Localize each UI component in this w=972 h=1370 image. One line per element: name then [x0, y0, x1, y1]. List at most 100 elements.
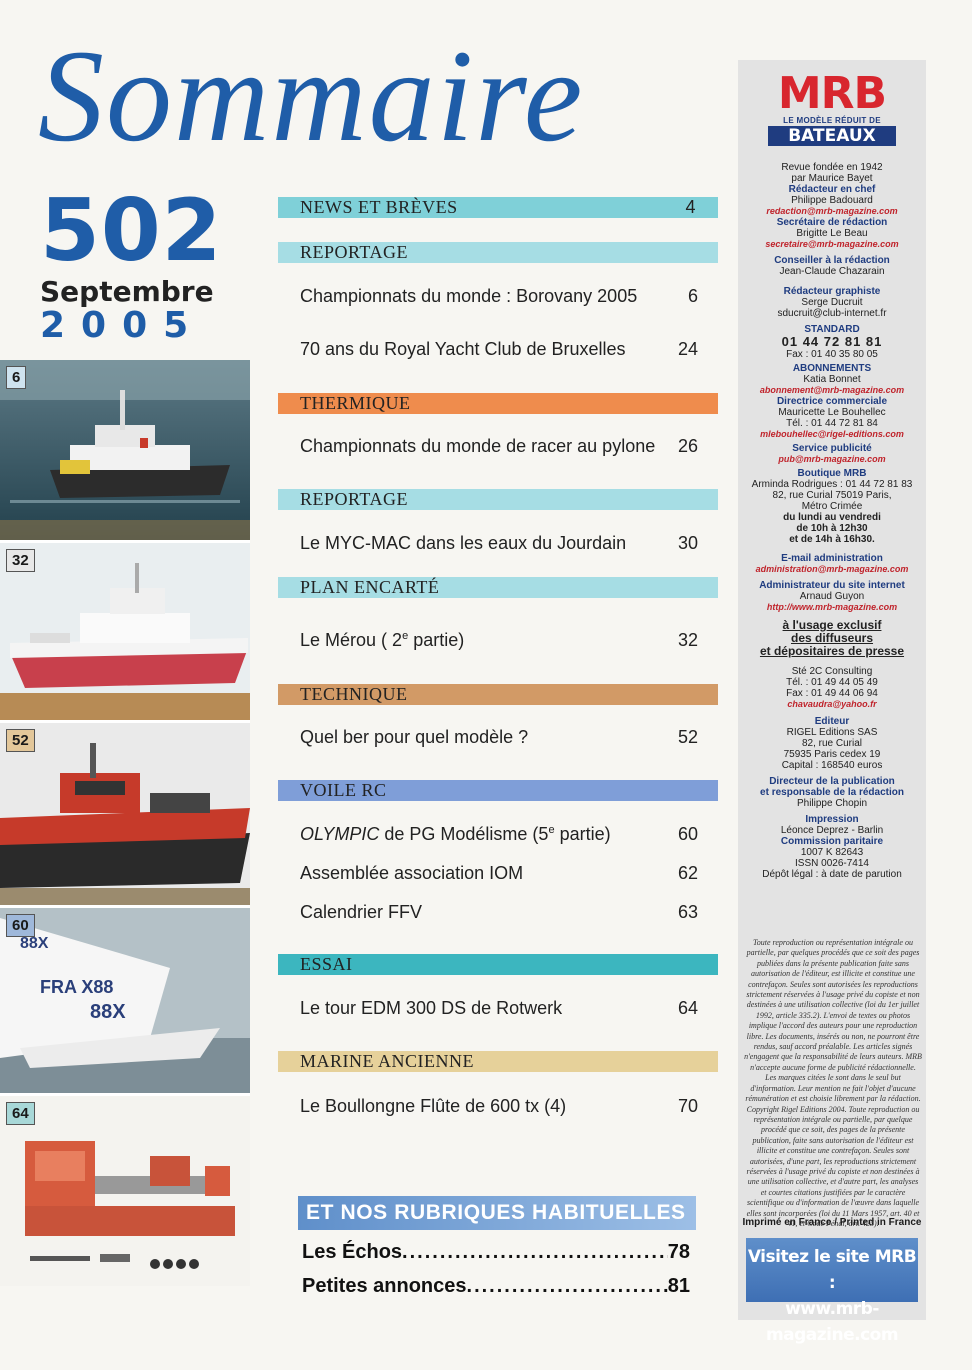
toc-entry: Calendrier FFV 63	[300, 902, 698, 923]
website-url: http://www.mrb-magazine.com	[766, 602, 898, 612]
section-title: NEWS ET BRÈVES	[300, 197, 458, 217]
fax-number: Fax : 01 40 35 80 05	[786, 349, 878, 360]
role-heading: Administrateur du site internet	[759, 580, 905, 591]
printed-in: Imprimé en France / Printed in France	[742, 1217, 922, 1228]
founded-line: par Maurice Bayet	[791, 173, 873, 184]
entry-page: 32	[677, 630, 698, 650]
entry-title: Le Mérou ( 2e partie)	[300, 630, 465, 650]
section-header-essai: ESSAI	[278, 954, 718, 975]
staff-name: Katia Bonnet	[803, 374, 861, 385]
ship-photo-image	[0, 360, 250, 540]
staff-name: Brigitte Le Beau	[796, 228, 868, 239]
toc-entry: OLYMPIC de PG Modélisme (5e partie) 60	[300, 824, 698, 845]
role-heading: Directeur de la publication	[769, 776, 895, 787]
toc-entry: Le MYC-MAC dans les eaux du Jourdain 30	[300, 533, 698, 554]
section-title: MARINE ANCIENNE	[300, 1051, 474, 1071]
logo-title: MRB	[777, 68, 887, 119]
boutique-line: de 10h à 12h30	[796, 523, 868, 534]
entry-page: 63	[677, 902, 698, 922]
page-title: Sommaire	[38, 22, 585, 169]
page-badge: 60	[6, 914, 35, 937]
publisher-line: RIGEL Editions SAS	[786, 727, 878, 738]
sail-number-3: 88X	[20, 935, 49, 952]
boutique-line: 82, rue Curial 75019 Paris,	[772, 490, 892, 501]
section-header-voile-rc: VOILE RC	[278, 780, 718, 801]
boutique-line: et de 14h à 16h30.	[789, 534, 875, 545]
rubrique-page: 78	[667, 1241, 690, 1263]
section-title: VOILE RC	[300, 780, 387, 800]
section-header-plan-encarte: PLAN ENCARTÉ	[278, 577, 718, 598]
entry-page: 26	[677, 436, 698, 456]
publisher-line: Capital : 168540 euros	[781, 760, 883, 771]
entry-page: 6	[687, 286, 698, 306]
photo-ship-borovany: 6	[0, 360, 250, 543]
entry-page: 64	[677, 998, 698, 1018]
entry-page: 60	[677, 824, 698, 844]
role-heading: Rédacteur graphiste	[783, 286, 881, 297]
tug-image	[0, 723, 250, 905]
legal-notice: Toute reproduction ou représentation int…	[744, 938, 922, 1228]
entry-title: Quel ber pour quel modèle ?	[300, 727, 529, 747]
commission-line: 1007 K 82643	[800, 847, 864, 858]
section-title: THERMIQUE	[300, 393, 411, 413]
visit-line: Visitez le site MRB :	[747, 1247, 917, 1293]
entry-title: Le Boullongne Flûte de 600 tx (4)	[300, 1096, 567, 1116]
role-heading: Directrice commerciale	[776, 396, 888, 407]
staff-email: administration@mrb-magazine.com	[755, 564, 909, 574]
toc-entry: Le tour EDM 300 DS de Rotwerk 64	[300, 998, 698, 1019]
distributor-heading: des diffuseurs	[790, 631, 874, 645]
section-header-marine-ancienne: MARINE ANCIENNE	[278, 1051, 718, 1072]
staff-email: abonnement@mrb-magazine.com	[759, 385, 905, 395]
section-page: 4	[685, 197, 696, 217]
staff-name: Serge Ducruit	[801, 297, 863, 308]
role-heading: ABONNEMENTS	[792, 363, 872, 374]
logo-subtitle: LE MODÈLE RÉDUIT DE	[783, 116, 881, 125]
entry-page: 70	[677, 1096, 698, 1116]
role-heading: et responsable de la rédaction	[760, 787, 904, 798]
commission-line: Dépôt légal : à date de parution	[762, 869, 902, 880]
commission-line: ISSN 0026-7414	[795, 858, 869, 869]
entry-title: 70 ans du Royal Yacht Club de Bruxelles	[300, 339, 626, 359]
rubrique-item: Les Échos 78	[302, 1241, 690, 1264]
entry-title: Calendrier FFV	[300, 902, 423, 922]
staff-credits: Revue fondée en 1942 par Maurice Bayet R…	[738, 162, 926, 880]
page-badge: 52	[6, 729, 35, 752]
section-header-reportage: REPORTAGE	[278, 242, 718, 263]
page-badge: 64	[6, 1102, 35, 1125]
rubrique-item: Petites annonces 81	[302, 1275, 690, 1298]
section-title: REPORTAGE	[300, 242, 408, 262]
distributor-heading: et dépositaires de presse	[759, 644, 905, 658]
photo-sailboat: FRA X88 88X 88X 60	[0, 908, 250, 1096]
toc-entry: Le Boullongne Flûte de 600 tx (4) 70	[300, 1096, 698, 1117]
entry-title: Le MYC-MAC dans les eaux du Jourdain	[300, 533, 627, 553]
staff-name: Philippe Badouard	[791, 195, 873, 206]
photo-lathe: 64	[0, 1096, 250, 1286]
issue-month: Septembre	[40, 275, 214, 308]
role-heading: Conseiller à la rédaction	[774, 255, 890, 266]
role-heading: Service publicité	[792, 443, 872, 454]
visit-url: www.mrb-magazine.com	[765, 1299, 899, 1345]
section-title: TECHNIQUE	[300, 684, 408, 704]
role-heading: Impression	[805, 814, 859, 825]
photo-merou-model: 32	[0, 543, 250, 723]
section-header-reportage: REPORTAGE	[278, 489, 718, 510]
role-heading: Editeur	[814, 716, 850, 727]
distributor-heading: à l'usage exclusif	[782, 618, 882, 632]
role-heading: Secrétaire de rédaction	[776, 217, 888, 228]
leader-dots	[402, 1241, 668, 1264]
consult-line: Fax : 01 49 44 06 94	[786, 688, 878, 699]
sailboat-image: FRA X88 88X 88X	[0, 908, 250, 1093]
role-heading: Rédacteur en chef	[788, 184, 876, 195]
boutique-line: du lundi au vendredi	[783, 512, 881, 523]
toc-entry: Assemblée association IOM 62	[300, 863, 698, 884]
boutique-line: Métro Crimée	[801, 501, 863, 512]
toc-entry: Championnats du monde de racer au pylone…	[300, 436, 698, 457]
photo-tug-model: 52	[0, 723, 250, 908]
section-header-news: NEWS ET BRÈVES 4	[278, 197, 718, 218]
section-header-technique: TECHNIQUE	[278, 684, 718, 705]
publisher-line: 75935 Paris cedex 19	[783, 749, 881, 760]
toc-entry: 70 ans du Royal Yacht Club de Bruxelles …	[300, 339, 698, 360]
website-banner[interactable]: Visitez le site MRB : www.mrb-magazine.c…	[746, 1238, 918, 1345]
masthead-sidebar: MRB LE MODÈLE RÉDUIT DE BATEAUX Revue fo…	[738, 60, 926, 1345]
rubrique-label: Petites annonces	[302, 1275, 467, 1297]
